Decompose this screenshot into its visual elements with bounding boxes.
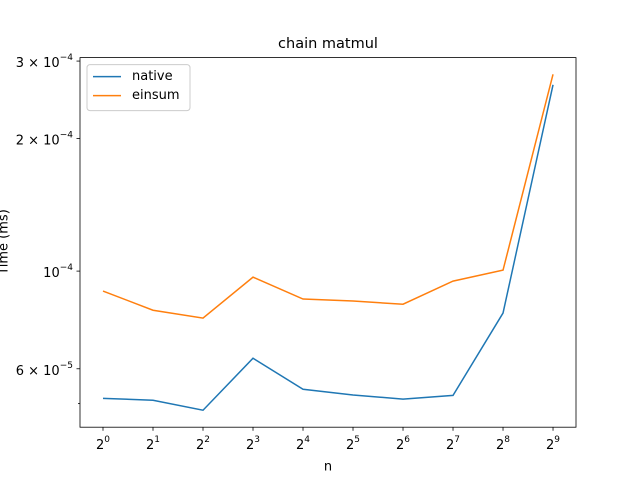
x-tick-label: 21 [146,435,160,453]
legend-label: einsum [132,88,180,103]
x-tick-label: 26 [396,435,410,453]
chart-title: chain matmul [278,36,378,52]
line-series [102,84,554,412]
x-axis-label: n [324,460,332,475]
y-tick-label: 6 × 10−5 [16,360,73,378]
y-tick-label: 3 × 10−4 [16,53,74,71]
x-tick-label: 28 [496,435,510,453]
y-axis-label: Time (ms) [0,209,12,276]
x-tick-label: 23 [246,435,260,453]
x-tick-label: 25 [346,435,360,453]
x-tick-label: 29 [546,435,560,453]
legend-label: native [132,69,173,84]
x-tick-label: 24 [296,435,310,453]
legend: native einsum [86,64,191,112]
y-tick-label: 10−4 [43,263,73,281]
axes-frame [79,57,577,428]
x-tick-label: 20 [96,435,110,453]
x-tick-label: 22 [196,435,210,453]
x-tick-label: 27 [446,435,460,453]
line-series [102,74,554,319]
y-tick-label: 2 × 10−4 [16,130,74,148]
